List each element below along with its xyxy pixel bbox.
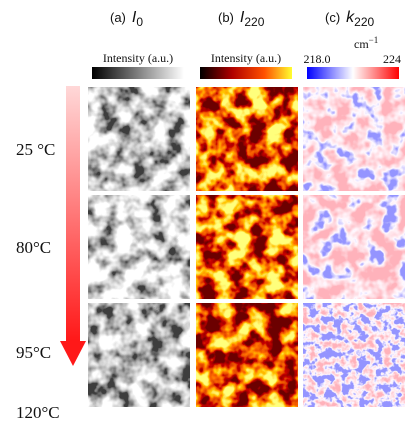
map-image <box>88 87 190 191</box>
map-image <box>196 195 298 299</box>
temperature-label: 80°C <box>16 238 51 257</box>
arrow-head <box>60 341 86 366</box>
arrow-shaft <box>66 86 80 341</box>
colorbar <box>200 67 292 79</box>
colorbar-label: Intensity (a.u.) <box>103 51 173 65</box>
panel-title: (c) k220 <box>325 9 375 29</box>
colorbar-label: Intensity (a.u.) <box>211 51 281 65</box>
colorbar-unit: cm−1 <box>354 35 378 51</box>
temperature-label: 25 °C <box>16 140 55 159</box>
map-image <box>88 303 190 407</box>
temperature-label: 95°C <box>16 343 51 362</box>
map-image <box>196 87 298 191</box>
map-image <box>303 303 405 407</box>
map-image <box>196 303 298 407</box>
map-image <box>303 195 405 299</box>
colorbar-min: 218.0 <box>304 52 331 66</box>
panel-title: (b) I220 <box>218 9 265 29</box>
temperature-label: 120°C <box>16 403 60 422</box>
colorbar <box>307 67 399 79</box>
colorbar <box>92 67 184 79</box>
map-image <box>303 87 405 191</box>
map-image <box>88 195 190 299</box>
panel-title: (a) I0 <box>110 9 143 29</box>
colorbar-max: 224 <box>383 52 401 66</box>
